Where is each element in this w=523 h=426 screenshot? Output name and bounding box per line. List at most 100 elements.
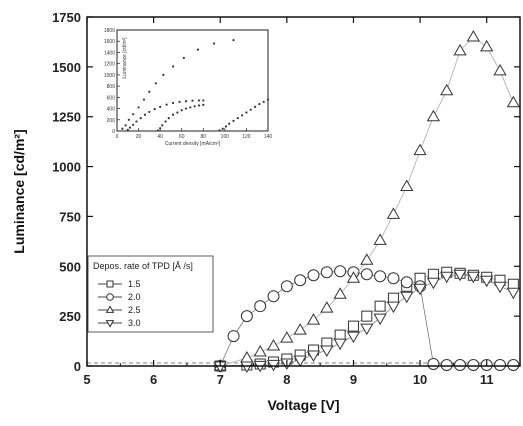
data-point [454,359,467,372]
data-point [306,350,321,363]
data-point [480,39,494,52]
data-point [466,29,480,42]
data-point [427,358,440,371]
inset-data-point [258,102,261,106]
inset-data-point [121,127,124,130]
inset-data-point [202,103,205,107]
data-point [506,287,520,300]
inset-data-point [139,116,142,120]
data-point [506,95,520,108]
data-point [361,310,373,322]
data-point [320,266,333,279]
inset-data-point [228,122,231,125]
inset-data-point [245,111,248,114]
inset-data-point [127,118,130,121]
inset-x-tick-label: 140 [264,134,273,140]
legend-marker [106,293,114,301]
inset-data-point [184,100,188,103]
data-point [253,345,267,357]
inset-data-point [154,82,157,85]
inset-data-point [178,100,181,103]
data-point [386,207,401,219]
inset-y-tick-label: 400 [107,107,116,113]
x-tick-label: 11 [480,372,494,387]
inset-y-axis-title: Luminance [cd/m²] [122,37,128,79]
y-tick-label: 0 [74,359,81,374]
legend-entry: 2.5 [98,305,141,315]
data-point [333,338,347,351]
data-point [227,330,240,343]
data-point [400,179,414,192]
inset-x-tick-label: 60 [179,134,185,140]
inset-y-tick-label: 1600 [104,39,115,45]
inset-x-tick-label: 100 [221,134,230,140]
inset-data-point [197,104,201,107]
y-axis-title: Luminance [cd/m²] [11,129,27,253]
inset-data-point [142,98,146,101]
data-point [254,300,267,313]
data-point [453,269,467,282]
data-point [294,274,307,287]
inset-data-point [124,124,127,127]
y-tick-label: 750 [59,209,81,224]
data-point [493,281,507,294]
inset-series-1 [126,99,205,131]
inset-data-point [218,129,221,132]
legend-label: 1.5 [128,279,141,289]
data-point [347,320,359,332]
legend-label: 2.5 [128,305,141,315]
data-point [400,276,413,289]
legend-title: Depos. rate of TPD [Å /s] [93,261,193,271]
inset-series-layer [121,39,270,132]
data-point [306,313,321,325]
inset-data-point [232,119,235,122]
inset-data-point [221,127,224,130]
legend-entry: 1.5 [98,279,141,289]
x-tick-label: 5 [83,372,90,387]
legend-entry: 2.0 [98,292,141,302]
inset-data-point [224,125,228,128]
inset-data-point [171,101,175,105]
x-tick-label: 6 [150,372,157,387]
inset-ticks-layer: 0 20 40 60 80 100 120 1400200400600800100012001… [104,28,273,140]
inset-data-point [176,111,179,114]
inset-data-point [164,120,167,123]
inset-data-point [232,39,235,42]
data-point [386,301,401,314]
inset-y-tick-label: 600 [107,95,116,101]
data-point [507,359,520,372]
inset-data-point [156,129,160,132]
inset-series-0 [121,39,235,130]
inset-data-point [241,114,244,117]
inset-data-point [135,120,138,123]
inset-series-2 [156,103,205,132]
inset-data-point [159,127,162,130]
data-point [413,143,427,156]
data-point [320,301,334,313]
inset-data-point [126,128,129,131]
main-plot-frame [86,16,521,367]
inset-data-point [153,108,156,111]
inset-data-point [148,90,151,93]
inset-data-point [191,99,194,102]
inset-y-tick-label: 1200 [104,62,115,68]
inset-data-point [161,124,164,127]
inset-data-point [193,105,196,108]
inset-data-point [128,126,132,129]
inset-data-point [236,116,239,120]
data-point [280,331,294,343]
inset-y-tick-label: 200 [107,118,116,124]
inset-x-tick-label: 20 [136,134,142,140]
inset-data-point [262,100,265,103]
data-point [374,300,386,312]
data-point [334,265,347,278]
legend-marker [105,305,115,313]
data-point [360,268,373,281]
inset-data-point [165,103,168,106]
legend-marker [105,320,115,328]
data-point [293,355,307,368]
inset-data-point [180,109,183,112]
inset-data-point [249,108,252,111]
data-point [466,271,480,284]
